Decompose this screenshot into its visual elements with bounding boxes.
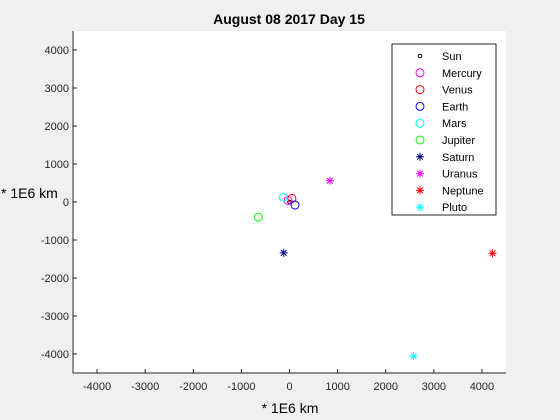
y-axis-label: * 1E6 km [1,185,58,201]
y-tick-label: 4000 [45,45,69,57]
point-jupiter [253,212,263,222]
x-tick-label: 4000 [470,381,494,393]
y-tick-label: -1000 [41,235,69,247]
x-tick-label: -3000 [131,381,159,393]
x-tick-label: 0 [286,381,292,393]
x-tick-label: 3000 [422,381,446,393]
chart-title: August 08 2017 Day 15 [213,11,365,27]
y-tick-label: -4000 [41,349,69,361]
y-tick-label: 0 [63,197,69,209]
y-axis-ticks: -4000 -3000 -2000 -1000 0 1000 2000 3000 4000 [41,45,77,361]
legend-marker-neptune [416,186,424,195]
y-tick-label: 3000 [45,83,69,95]
x-tick-label: 2000 [373,381,397,393]
y-tick-label: 2000 [45,121,69,133]
x-tick-label: -4000 [83,381,111,393]
data-points [253,176,497,361]
legend-marker-uranus [416,169,424,178]
legend-marker-saturn [416,152,424,161]
x-axis-ticks: -4000 -3000 -2000 -1000 0 1000 2000 3000 4000 [83,369,494,393]
legend-marker-pluto [416,203,424,212]
point-saturn [279,248,288,257]
legend-label-saturn: Saturn [442,152,474,164]
legend-label-jupiter: Jupiter [442,135,475,147]
point-mars [278,192,288,202]
legend-marker-mars [415,118,425,128]
legend-marker-mercury [415,68,425,78]
legend-label-mercury: Mercury [442,68,482,80]
legend-label-sun: Sun [442,51,462,63]
legend-marker-earth [415,101,425,111]
y-tick-label: 1000 [45,159,69,171]
point-uranus [325,176,334,185]
legend-label-earth: Earth [442,101,468,113]
point-earth [290,200,300,210]
legend-marker-sun [417,53,423,59]
legend-label-uranus: Uranus [442,169,478,181]
legend-box [391,43,497,216]
point-neptune [488,249,497,258]
legend-marker-jupiter [415,135,425,145]
point-pluto [409,352,418,361]
x-axis-label: * 1E6 km [262,400,319,416]
legend-label-venus: Venus [442,85,473,97]
x-tick-label: 1000 [325,381,349,393]
legend: Sun Mercury Venus Earth Mars Jupiter Saturn Ura… [391,43,497,216]
x-tick-label: -1000 [227,381,255,393]
y-tick-label: -2000 [41,273,69,285]
legend-label-mars: Mars [442,118,467,130]
legend-marker-venus [415,85,425,95]
legend-label-pluto: Pluto [442,202,467,214]
y-tick-label: -3000 [41,311,69,323]
x-tick-label: -2000 [179,381,207,393]
legend-label-neptune: Neptune [442,185,484,197]
